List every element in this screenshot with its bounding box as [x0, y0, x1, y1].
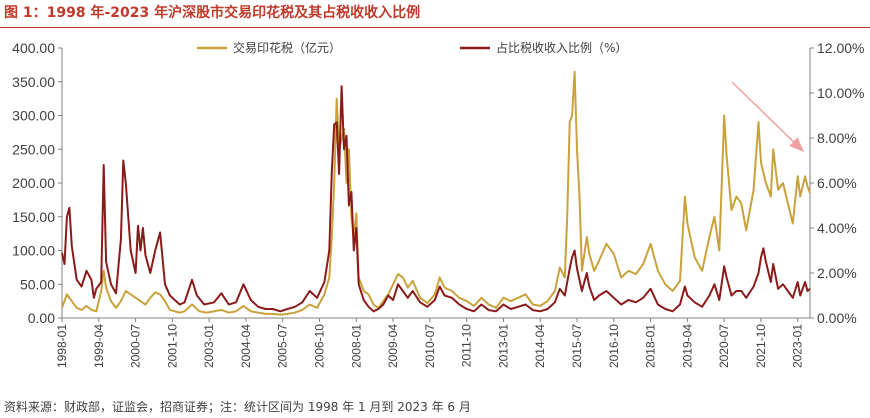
- y-right-tick-label: 0.00%: [817, 310, 857, 326]
- x-tick-label: 2011-10: [460, 324, 474, 367]
- y-left-tick-label: 350.00: [12, 74, 55, 90]
- x-tick-label: 2019-04: [680, 324, 694, 368]
- trend-arrow-annotation: [731, 81, 805, 153]
- y-right-tick-label: 10.00%: [817, 85, 864, 101]
- y-right-tick-label: 6.00%: [817, 175, 857, 191]
- chart: 0.00 50.00 100.00 150.00 200.00 250.00 300.00 3…: [12, 40, 864, 368]
- y-right-tick-label: 2.00%: [817, 265, 857, 281]
- y-left-tick-label: 0.00: [28, 310, 55, 326]
- source-note: 资料来源：财政部，证监会，招商证券；注：统计区间为 1998 年 1 月到 20…: [4, 400, 471, 414]
- x-tick-label: 2023-01: [791, 324, 805, 368]
- series-line-tax-share: [61, 85, 811, 313]
- x-tick-label: 2003-01: [202, 324, 216, 368]
- x-tick-label: 2005-07: [276, 324, 290, 368]
- y-left-tick-label: 400.00: [12, 40, 55, 56]
- y-left-tick-label: 200.00: [12, 175, 55, 191]
- title-divider: [0, 27, 870, 28]
- x-tick-label: 1999-04: [92, 324, 106, 368]
- x-tick-label: 2018-01: [644, 324, 658, 368]
- x-tick-label: 2008-01: [349, 324, 363, 368]
- legend-label: 交易印花税（亿元）: [233, 40, 341, 55]
- x-tick-label: 1998-01: [55, 324, 69, 368]
- series-line-stamp-duty: [61, 70, 811, 316]
- x-tick-label: 2013-01: [496, 324, 510, 368]
- x-tick-label: 2009-04: [386, 324, 400, 368]
- y-left-tick-label: 50.00: [20, 276, 55, 292]
- x-tick-label: 2006-10: [313, 324, 327, 368]
- legend-label: 占比税收收入比例（%）: [496, 40, 627, 55]
- x-tick-label: 2020-07: [717, 324, 731, 368]
- y-left-tick-label: 250.00: [12, 141, 55, 157]
- page-title: 图 1：1998 年-2023 年沪深股市交易印花税及其占税收收入比例: [4, 5, 421, 21]
- x-tick-label: 2001-10: [165, 324, 179, 368]
- x-tick-label: 2021-10: [754, 324, 768, 368]
- x-tick-label: 2016-10: [607, 324, 621, 368]
- x-tick-label: 2014-04: [533, 324, 547, 368]
- y-left-tick-label: 100.00: [12, 243, 55, 259]
- y-right-tick-label: 8.00%: [817, 130, 857, 146]
- x-tick-label: 2000-07: [129, 324, 143, 368]
- y-right-tick-label: 4.00%: [817, 220, 857, 236]
- y-left-tick-label: 300.00: [12, 108, 55, 124]
- y-left-tick-label: 150.00: [12, 209, 55, 225]
- x-tick-label: 2010-07: [423, 324, 437, 368]
- y-right-tick-label: 12.00%: [817, 40, 864, 56]
- x-tick-label: 2004-04: [239, 324, 253, 368]
- x-tick-label: 2015-07: [570, 324, 584, 368]
